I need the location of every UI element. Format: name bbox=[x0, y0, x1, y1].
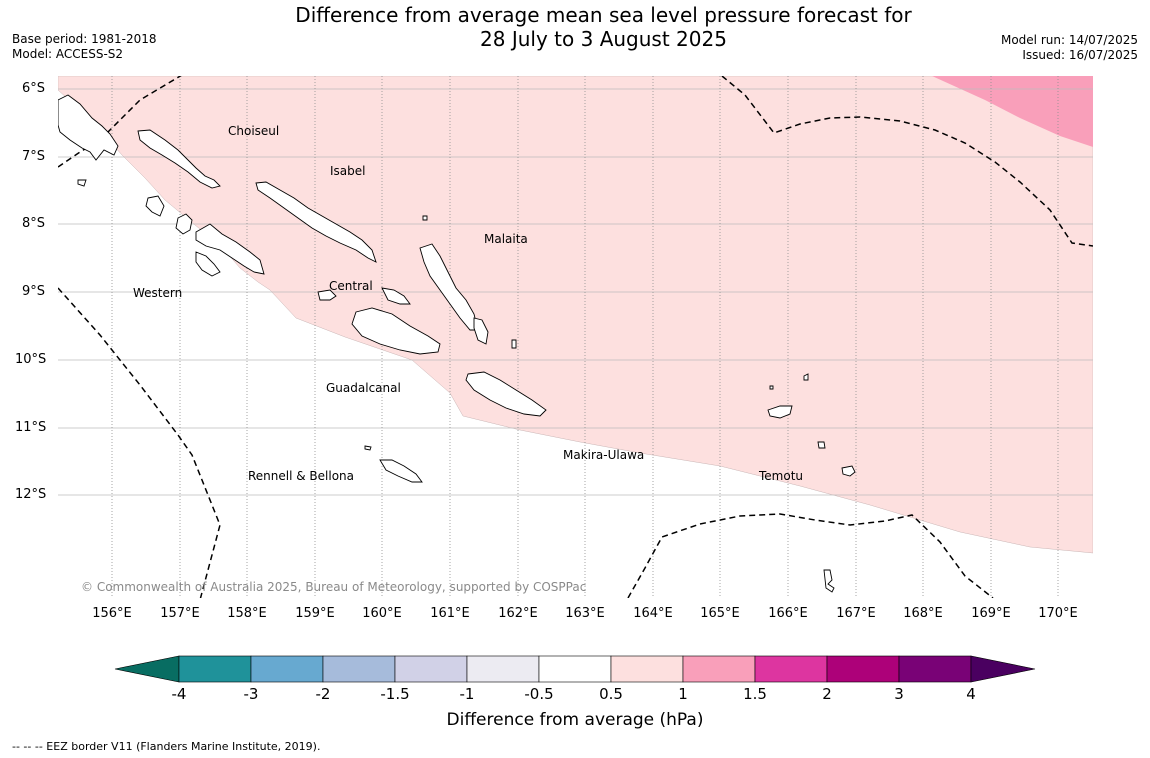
ranongga-island bbox=[195, 251, 221, 277]
colorbar-tick-label: -4 bbox=[171, 685, 187, 703]
rennell-island bbox=[379, 459, 423, 483]
lon-label-162e: 162°E bbox=[498, 606, 538, 621]
latitude-gridlines bbox=[58, 88, 1093, 496]
russell-islands bbox=[381, 287, 411, 305]
new-georgia-island bbox=[175, 213, 193, 235]
lon-label-160e: 160°E bbox=[362, 606, 402, 621]
colorbar-segment bbox=[610, 655, 684, 683]
florida-islands bbox=[317, 289, 337, 301]
place-label-western: Western bbox=[133, 286, 183, 300]
place-label-rennell-bellona: Rennell & Bellona bbox=[248, 469, 355, 483]
lon-label-166e: 166°E bbox=[768, 606, 808, 621]
vella-lavella-island bbox=[145, 195, 165, 217]
western-islands bbox=[195, 223, 265, 275]
small-malaita-island bbox=[473, 317, 489, 345]
lat-label-10s: 10°S bbox=[15, 352, 47, 367]
place-label-central: Central bbox=[329, 279, 373, 293]
lat-label-8s: 8°S bbox=[22, 216, 46, 231]
colorbar-tick-label: 3 bbox=[894, 685, 904, 703]
chart-title-line-2: 28 July to 3 August 2025 bbox=[480, 27, 727, 51]
lon-label-164e: 164°E bbox=[633, 606, 673, 621]
choiseul-island bbox=[137, 129, 221, 189]
colorbar-tick-label: 4 bbox=[966, 685, 976, 703]
coastlines bbox=[58, 94, 856, 593]
lon-label-156e: 156°E bbox=[92, 606, 132, 621]
colorbar-tick-label: -1.5 bbox=[380, 685, 410, 703]
bougainville-coast bbox=[58, 94, 119, 161]
utupua-island bbox=[817, 441, 826, 449]
lon-label-163e: 163°E bbox=[565, 606, 605, 621]
eez-borders bbox=[58, 76, 1093, 598]
colorbar-segment bbox=[178, 655, 252, 683]
small-islet-2 bbox=[823, 569, 835, 593]
colorbar-segment bbox=[322, 655, 396, 683]
colorbar-tick-label: -1 bbox=[459, 685, 475, 703]
colorbar-segment bbox=[826, 655, 900, 683]
colorbar-title: Difference from average (hPa) bbox=[446, 710, 704, 730]
anomaly-region-light bbox=[58, 76, 1093, 554]
small-islet-3 bbox=[77, 179, 87, 187]
small-islet-5 bbox=[422, 215, 428, 221]
colorbar-segment bbox=[898, 655, 972, 683]
copyright-text: © Commonwealth of Australia 2025, Bureau… bbox=[81, 580, 587, 594]
model-text: Model: ACCESS-S2 bbox=[12, 47, 124, 61]
lon-label-157e: 157°E bbox=[160, 606, 200, 621]
guadalcanal-island bbox=[351, 307, 441, 355]
colorbar-segment bbox=[394, 655, 468, 683]
lon-label-169e: 169°E bbox=[971, 606, 1011, 621]
colorbar-segment bbox=[466, 655, 540, 683]
issued-text: Issued: 16/07/2025 bbox=[1022, 48, 1138, 62]
lon-label-159e: 159°E bbox=[295, 606, 335, 621]
bellona-island bbox=[364, 445, 372, 451]
place-label-makira-ulawa: Makira-Ulawa bbox=[563, 448, 645, 462]
duff-islands bbox=[803, 373, 809, 381]
lat-label-6s: 6°S bbox=[22, 81, 46, 96]
makira-island bbox=[465, 371, 547, 417]
colorbar-segment bbox=[682, 655, 756, 683]
colorbar-segment bbox=[250, 655, 324, 683]
lat-label-11s: 11°S bbox=[15, 420, 47, 435]
small-islet-1 bbox=[769, 385, 774, 390]
place-label-isabel: Isabel bbox=[330, 164, 366, 178]
santa-cruz-island bbox=[767, 405, 793, 419]
place-label-malaita: Malaita bbox=[484, 232, 528, 246]
colorbar-extend-high bbox=[970, 655, 1036, 683]
colorbar-tick-label: 1.5 bbox=[743, 685, 767, 703]
lat-label-9s: 9°S bbox=[22, 284, 46, 299]
colorbar-segment bbox=[538, 655, 612, 683]
colorbar-tick-label: 0.5 bbox=[599, 685, 623, 703]
place-label-temotu: Temotu bbox=[759, 469, 804, 483]
colorbar-tick-label: -2 bbox=[315, 685, 331, 703]
lat-label-7s: 7°S bbox=[22, 149, 46, 164]
colorbar-tick-label: -3 bbox=[243, 685, 259, 703]
lon-label-170e: 170°E bbox=[1038, 606, 1078, 621]
lon-label-168e: 168°E bbox=[903, 606, 943, 621]
place-label-guadalcanal: Guadalcanal bbox=[326, 381, 401, 395]
lon-label-161e: 161°E bbox=[430, 606, 470, 621]
colorbar-extend-low bbox=[114, 655, 180, 683]
chart-title-line-1: Difference from average mean sea level p… bbox=[295, 3, 912, 27]
colorbar-segment bbox=[754, 655, 828, 683]
eez-border-legend: -- -- -- EEZ border V11 (Flanders Marine… bbox=[12, 740, 321, 753]
anomaly-region-dark bbox=[932, 76, 1093, 147]
lon-label-158e: 158°E bbox=[227, 606, 267, 621]
colorbar-tick-label: 1 bbox=[678, 685, 688, 703]
place-label-choiseul: Choiseul bbox=[228, 124, 280, 138]
colorbar-tick-label: -0.5 bbox=[524, 685, 554, 703]
lon-label-165e: 165°E bbox=[700, 606, 740, 621]
lon-label-167e: 167°E bbox=[836, 606, 876, 621]
isabel-island bbox=[255, 181, 377, 263]
base-period-text: Base period: 1981-2018 bbox=[12, 32, 157, 46]
vanikoro-island bbox=[841, 465, 856, 477]
lat-label-12s: 12°S bbox=[15, 487, 47, 502]
small-islet-4 bbox=[511, 339, 517, 349]
colorbar-tick-label: 2 bbox=[822, 685, 832, 703]
model-run-text: Model run: 14/07/2025 bbox=[1000, 33, 1138, 47]
